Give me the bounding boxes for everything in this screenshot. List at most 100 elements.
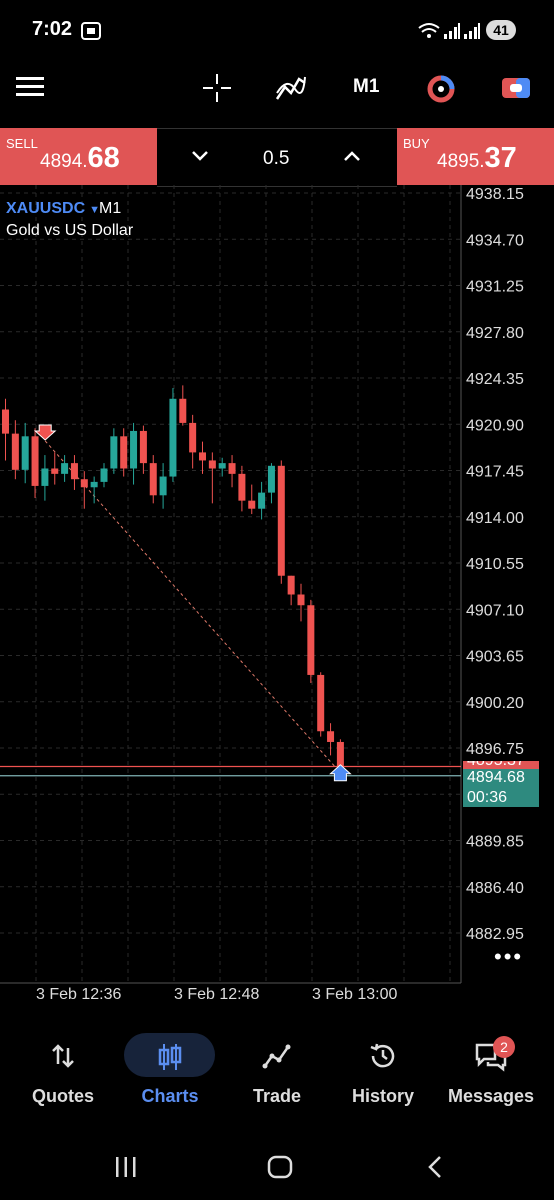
candle-body [317, 674, 325, 732]
candle-body [307, 605, 315, 675]
status-time: 7:02 [32, 18, 73, 40]
y-axis-tick-label: 4938.15 [466, 186, 524, 203]
candle-body [159, 476, 167, 496]
nav-history-label: History [351, 1086, 414, 1106]
candle-body [41, 468, 49, 486]
sell-trade-arrow-icon [33, 424, 57, 441]
nav-history[interactable]: History [328, 1034, 438, 1114]
candle-body [120, 436, 128, 469]
sell-price-main: 4894. [40, 151, 88, 172]
candle-body [130, 430, 138, 469]
y-axis-tick-label: 4920.90 [466, 417, 524, 434]
candle-body [267, 465, 275, 493]
timeframe-button[interactable]: M1 [353, 76, 380, 97]
candle-body [31, 436, 39, 486]
candle-body [90, 481, 98, 488]
symbol-dropdown-icon: ▼ [89, 204, 101, 216]
volume-decrease-icon[interactable] [190, 148, 210, 164]
candle-body [336, 741, 344, 776]
messages-badge: 2 [493, 1036, 515, 1058]
nav-trade[interactable]: Trade [222, 1034, 332, 1114]
candle-body [208, 460, 216, 469]
crosshair-icon[interactable] [201, 72, 233, 104]
y-axis-tick-label: 4900.20 [466, 695, 524, 712]
x-axis-tick-label: 3 Feb 12:48 [174, 986, 260, 1003]
candle-body [238, 473, 246, 501]
candle-body [179, 398, 187, 423]
y-axis-tick-label: 4934.70 [466, 232, 524, 249]
trade-icon [262, 1044, 291, 1069]
more-options-icon[interactable]: ••• [494, 944, 524, 969]
trade-connector-line [44, 440, 341, 774]
candle-body [189, 422, 197, 453]
candle-body [218, 463, 226, 469]
buy-button[interactable]: BUY 4895.37 [397, 128, 554, 185]
sell-price-big: 68 [87, 142, 120, 174]
buy-price-big: 37 [484, 142, 517, 174]
candle-body [228, 463, 236, 474]
one-click-trading-icon[interactable] [426, 74, 456, 104]
y-axis-tick-label: 4903.65 [466, 649, 524, 666]
candle-body [11, 433, 19, 470]
candle-body [139, 430, 147, 464]
signal-icon-1 [444, 23, 460, 39]
sell-label: SELL [6, 136, 38, 151]
symbol-description: Gold vs US Dollar [6, 222, 134, 239]
nav-quotes[interactable]: Quotes [8, 1034, 118, 1114]
candle-body [199, 452, 206, 461]
nav-trade-label: Trade [252, 1086, 302, 1106]
candle-body [327, 731, 335, 742]
candle-body [21, 436, 29, 470]
y-axis-tick-label: 4927.80 [466, 325, 524, 342]
recent-apps-icon[interactable] [114, 1156, 138, 1178]
y-axis-tick-label: 4889.85 [466, 834, 524, 851]
candle-body [51, 468, 59, 474]
x-axis-tick-label: 3 Feb 12:36 [36, 986, 122, 1003]
symbol-name: XAUUSDC [6, 200, 86, 217]
candle-countdown: 00:36 [467, 789, 508, 806]
battery-indicator: 41 [486, 20, 516, 40]
volume-increase-icon[interactable] [342, 148, 362, 164]
buy-label: BUY [403, 136, 430, 151]
trade-panel-icon[interactable] [501, 76, 531, 100]
indicators-icon[interactable] [275, 73, 307, 103]
y-axis-tick-label: 4886.40 [466, 880, 524, 897]
candle-body [258, 492, 266, 509]
y-axis-tick-label: 4931.25 [466, 279, 524, 296]
y-axis-tick-label: 4896.75 [466, 741, 524, 758]
back-icon[interactable] [427, 1155, 443, 1179]
symbol-selector[interactable]: XAUUSDC ▼ [6, 200, 100, 218]
nav-messages[interactable]: Messages [436, 1034, 546, 1114]
nav-messages-label: Messages [447, 1086, 535, 1106]
candle-body [61, 463, 69, 474]
candle-body [80, 479, 88, 488]
x-axis-tick-label: 3 Feb 13:00 [312, 986, 398, 1003]
candle-body [277, 465, 285, 576]
wifi-icon [418, 23, 440, 38]
buy-trade-arrow-icon [329, 764, 352, 782]
y-axis-tick-label: 4924.35 [466, 371, 524, 388]
y-axis-tick-label: 4910.55 [466, 556, 524, 573]
charts-icon [158, 1044, 182, 1070]
candle-body [70, 463, 78, 480]
home-icon[interactable] [267, 1155, 293, 1179]
candle-body [2, 409, 9, 434]
nav-charts-label: Charts [141, 1086, 199, 1106]
candle-body [149, 463, 157, 496]
y-axis-tick-label: 4882.95 [466, 926, 524, 943]
price-chart[interactable]: 4938.15 4934.70 4931.25 4927.80 4924.35 4920.… [0, 185, 554, 1010]
candle-body [287, 575, 295, 595]
ask-price-tag: 4895.37 [463, 761, 539, 769]
nav-charts[interactable]: Charts [115, 1034, 225, 1114]
bid-price-label: 4894.68 [467, 769, 525, 786]
menu-icon[interactable] [16, 76, 44, 98]
y-axis-tick-label: 4914.00 [466, 510, 524, 527]
charts-active-indicator [124, 1033, 215, 1077]
sell-button[interactable]: SELL 4894.68 [0, 128, 157, 185]
y-axis-tick-label: 4917.45 [466, 464, 524, 481]
volume-value[interactable]: 0.5 [263, 148, 290, 169]
candle-body [100, 468, 108, 482]
history-icon [370, 1043, 395, 1068]
candle-body [169, 398, 177, 477]
candle-body [297, 594, 305, 606]
